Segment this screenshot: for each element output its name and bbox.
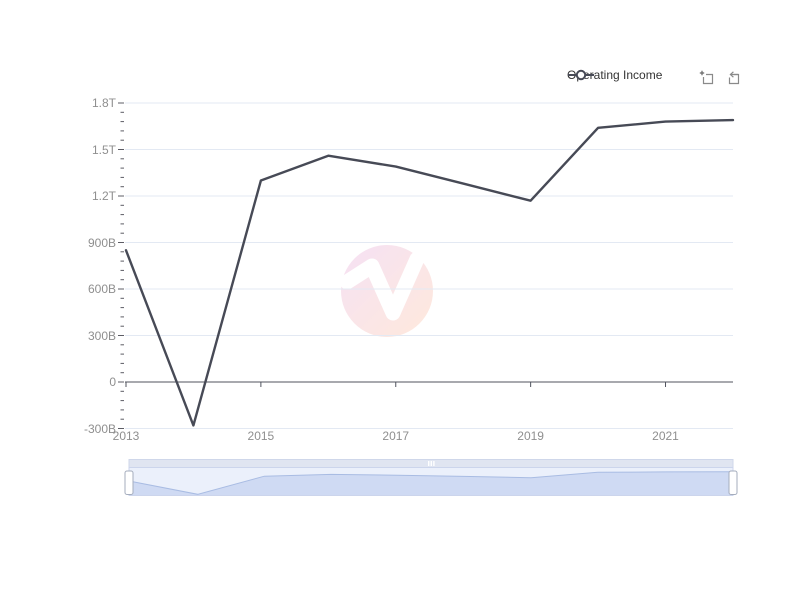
legend-line-circle-icon [568, 69, 594, 81]
legend-item-operating-income[interactable]: Operating Income [567, 68, 662, 82]
series-line-operating-income[interactable] [124, 118, 735, 427]
x-axis-line [125, 381, 733, 387]
slider-grip-icon[interactable] [428, 461, 435, 466]
slider-right-handle[interactable] [728, 470, 738, 495]
toolbox-datazoom-icon[interactable] [699, 70, 716, 87]
slider-left-handle[interactable] [124, 470, 134, 495]
y-axis-ticks [118, 102, 124, 429]
grid-lines [125, 102, 733, 429]
watermark-n-logo-icon [339, 245, 433, 337]
toolbox-restore-icon[interactable] [725, 70, 742, 87]
legend-label: Operating Income [567, 68, 663, 82]
datazoom-slider [124, 459, 738, 496]
slider-shadow-area [131, 471, 731, 495]
slider-shadow-line [130, 471, 732, 495]
